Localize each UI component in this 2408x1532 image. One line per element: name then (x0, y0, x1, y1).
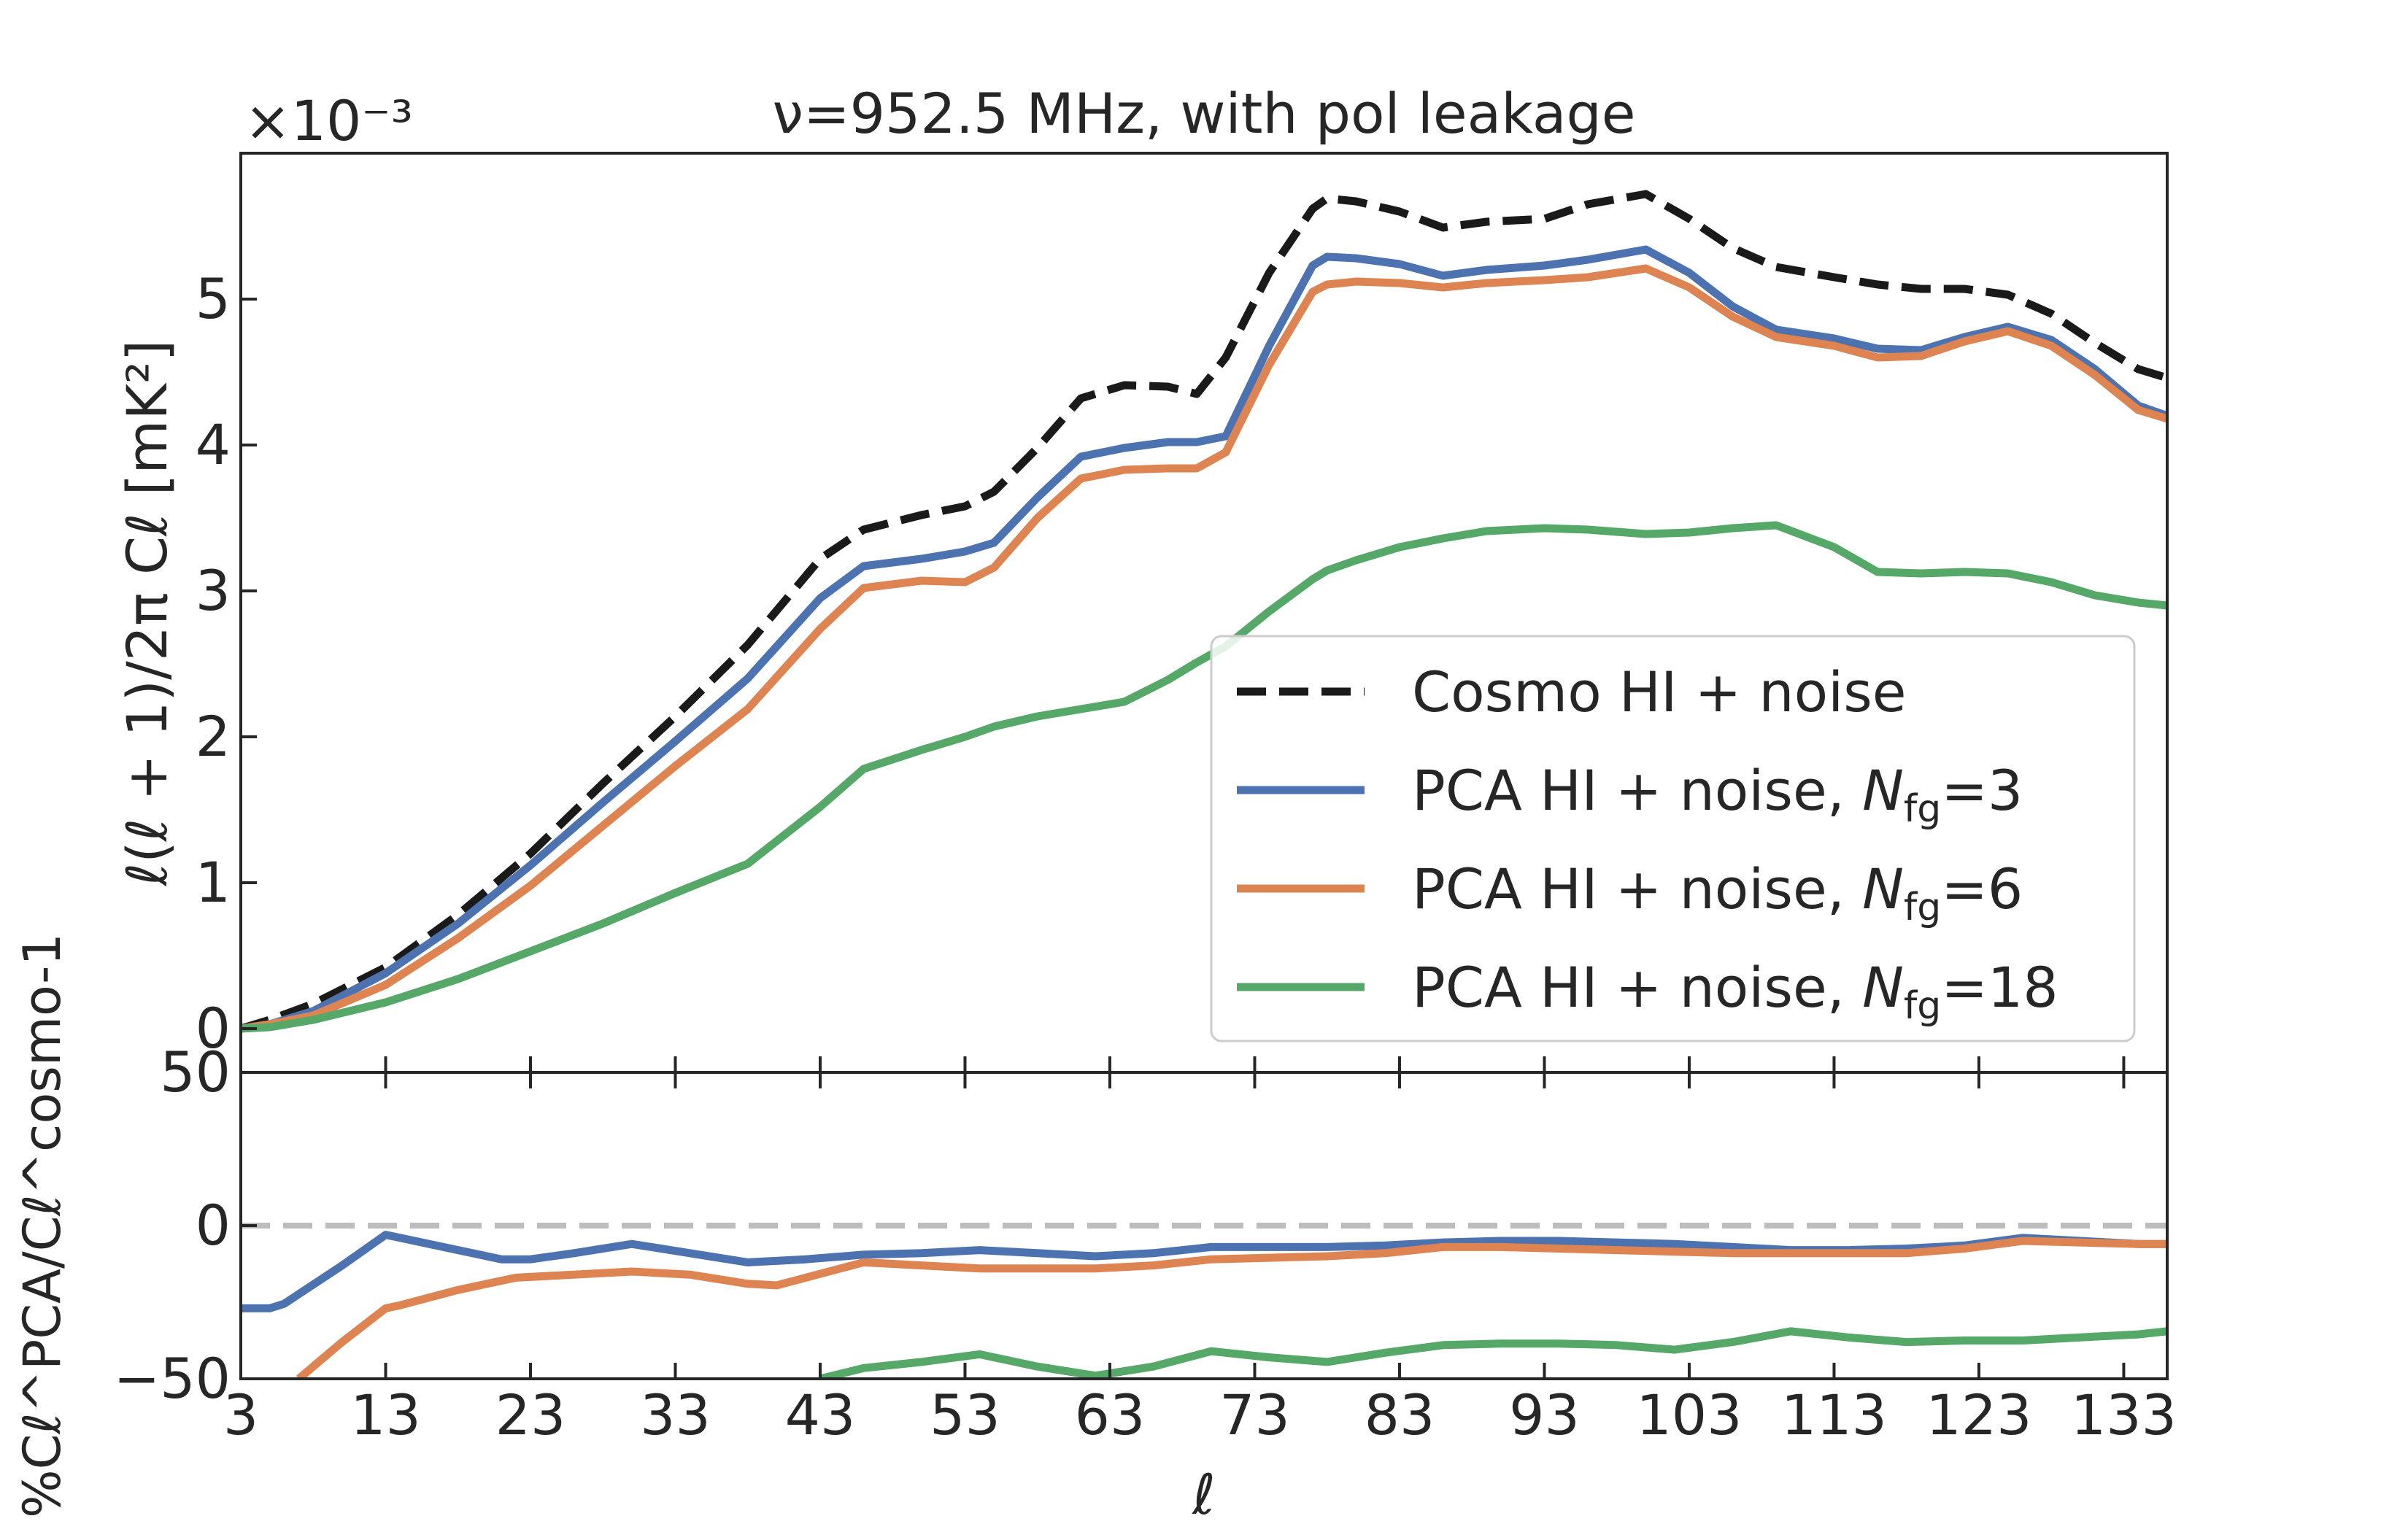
x-tick-label: 83 (1365, 1382, 1435, 1447)
x-tick-label: 103 (1636, 1382, 1742, 1447)
chart-title: ν=952.5 MHz, with pol leakage (773, 81, 1636, 146)
offset-text: ×10⁻³ (244, 88, 413, 153)
ratio-line-3 (819, 1327, 2167, 1379)
legend-label-3: PCA HI + noise, Nfg=6 (1412, 856, 2023, 929)
top-y-axis: 0 1 2 3 4 5 (196, 266, 257, 1061)
legend-label-4: PCA HI + noise, Nfg=18 (1412, 955, 2058, 1028)
top-y-tick-label: 2 (196, 704, 231, 769)
bottom-panel-lines (241, 1223, 2167, 1379)
ratio-line-2 (296, 1237, 2167, 1379)
bottom-x-axis: 3 13 23 33 43 53 63 73 83 93 103 113 123 133 (223, 1072, 2177, 1447)
x-tick-label: 133 (2071, 1382, 2177, 1447)
series-line-2 (241, 245, 2167, 1033)
top-x-ticks (239, 1056, 2126, 1072)
x-tick-label: 13 (350, 1382, 421, 1447)
legend-label-2: PCA HI + noise, Nfg=3 (1412, 758, 2023, 831)
x-tick-label: 73 (1219, 1382, 1290, 1447)
top-panel-lines (241, 190, 2167, 1033)
series-line-4 (241, 521, 2167, 1033)
top-y-tick-label: 1 (196, 850, 231, 915)
bottom-y-axis: −50 0 50 (114, 1040, 257, 1411)
x-axis-label: ℓ (1191, 1462, 1215, 1527)
bottom-y-tick-label: 50 (160, 1040, 231, 1104)
bottom-y-tick-label: 0 (196, 1193, 231, 1258)
x-tick-label: 53 (930, 1382, 1000, 1447)
x-tick-label: 123 (1926, 1382, 2031, 1447)
top-y-axis-label: ℓ(ℓ + 1)/2π Cℓ [mK²] (115, 340, 180, 888)
top-y-tick-label: 5 (196, 266, 231, 331)
series-line-1 (241, 190, 2167, 1033)
x-tick-label: 63 (1075, 1382, 1146, 1447)
x-tick-label: 3 (223, 1382, 258, 1447)
top-y-tick-label: 4 (196, 412, 231, 477)
x-tick-label: 43 (785, 1382, 856, 1447)
x-tick-label: 113 (1781, 1382, 1887, 1447)
x-tick-label: 23 (495, 1382, 566, 1447)
top-y-tick-label: 0 (196, 996, 231, 1061)
bottom-y-tick-label: −50 (114, 1346, 231, 1411)
bottom-y-axis-label: %Cℓ^PCA/Cℓ^cosmo-1 (12, 933, 72, 1518)
x-tick-label: 93 (1509, 1382, 1580, 1447)
ratio-line-1 (241, 1231, 2167, 1312)
series-line-3 (241, 264, 2167, 1033)
legend-box (1210, 635, 2136, 1042)
top-y-tick-label: 3 (196, 558, 231, 623)
bottom-panel-frame (239, 1071, 2169, 1380)
legend-label-1: Cosmo HI + noise (1412, 659, 1907, 724)
x-tick-label: 33 (640, 1382, 711, 1447)
legend: Cosmo HI + noise PCA HI + noise, Nfg=3 PCA… (1210, 635, 2136, 1042)
